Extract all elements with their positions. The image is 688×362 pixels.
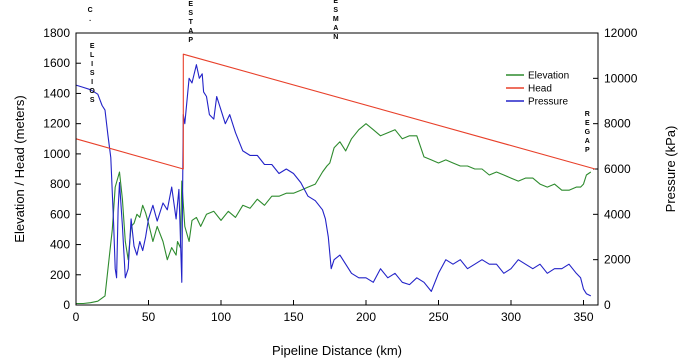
x-tick-label: 300 xyxy=(501,310,521,324)
y-right-tick-label: 6000 xyxy=(604,162,631,176)
x-tick-label: 50 xyxy=(142,310,156,324)
y-right-tick-label: 2000 xyxy=(604,253,631,267)
y-left-tick-label: 1800 xyxy=(43,26,70,40)
ticks-layer: 0 50 100 150 200 250 300 350 0 200 400 600 800 1000 12… xyxy=(43,26,637,324)
x-axis-title: Pipeline Distance (km) xyxy=(272,343,402,358)
y-right-tick-label: 4000 xyxy=(604,207,631,221)
y-left-tick-label: 1000 xyxy=(43,147,70,161)
legend: Elevation Head Pressure xyxy=(506,71,569,108)
x-tick-label: 0 xyxy=(73,310,80,324)
series-line-pressure xyxy=(75,64,592,297)
y-left-tick-label: 400 xyxy=(50,238,70,252)
y-left-tick-label: 1200 xyxy=(43,117,70,131)
y-left-tick-label: 1400 xyxy=(43,86,70,100)
y-left-tick-label: 200 xyxy=(50,268,70,282)
plot-frame xyxy=(75,32,599,306)
y-right-tick-label: 0 xyxy=(604,298,611,312)
x-tick-label: 100 xyxy=(211,310,231,324)
station-label: C. xyxy=(88,7,93,23)
series-line-head xyxy=(75,53,596,170)
y-right-tick-label: 12000 xyxy=(604,26,638,40)
y-left-tick-label: 600 xyxy=(50,207,70,221)
legend-label: Pressure xyxy=(528,97,568,108)
x-tick-label: 150 xyxy=(283,310,303,324)
x-tick-label: 250 xyxy=(428,310,448,324)
legend-label: Head xyxy=(528,84,552,95)
x-tick-label: 200 xyxy=(356,310,376,324)
y-left-tick-label: 1600 xyxy=(43,56,70,70)
series-layer xyxy=(75,53,596,305)
y-axis-left-title: Elevation / Head (meters) xyxy=(12,95,27,242)
station-layer: C . E L I S I O S E S T A P E S M A N R E G A P xyxy=(88,0,591,154)
x-tick-label: 350 xyxy=(573,310,593,324)
y-right-tick-label: 10000 xyxy=(604,71,638,85)
y-right-tick-label: 8000 xyxy=(604,117,631,131)
legend-label: Elevation xyxy=(528,71,569,82)
y-axis-right-title: Pressure (kPa) xyxy=(663,126,678,213)
y-left-tick-label: 800 xyxy=(50,177,70,191)
y-left-tick-label: 0 xyxy=(63,298,70,312)
series-line-elevation xyxy=(76,123,592,305)
